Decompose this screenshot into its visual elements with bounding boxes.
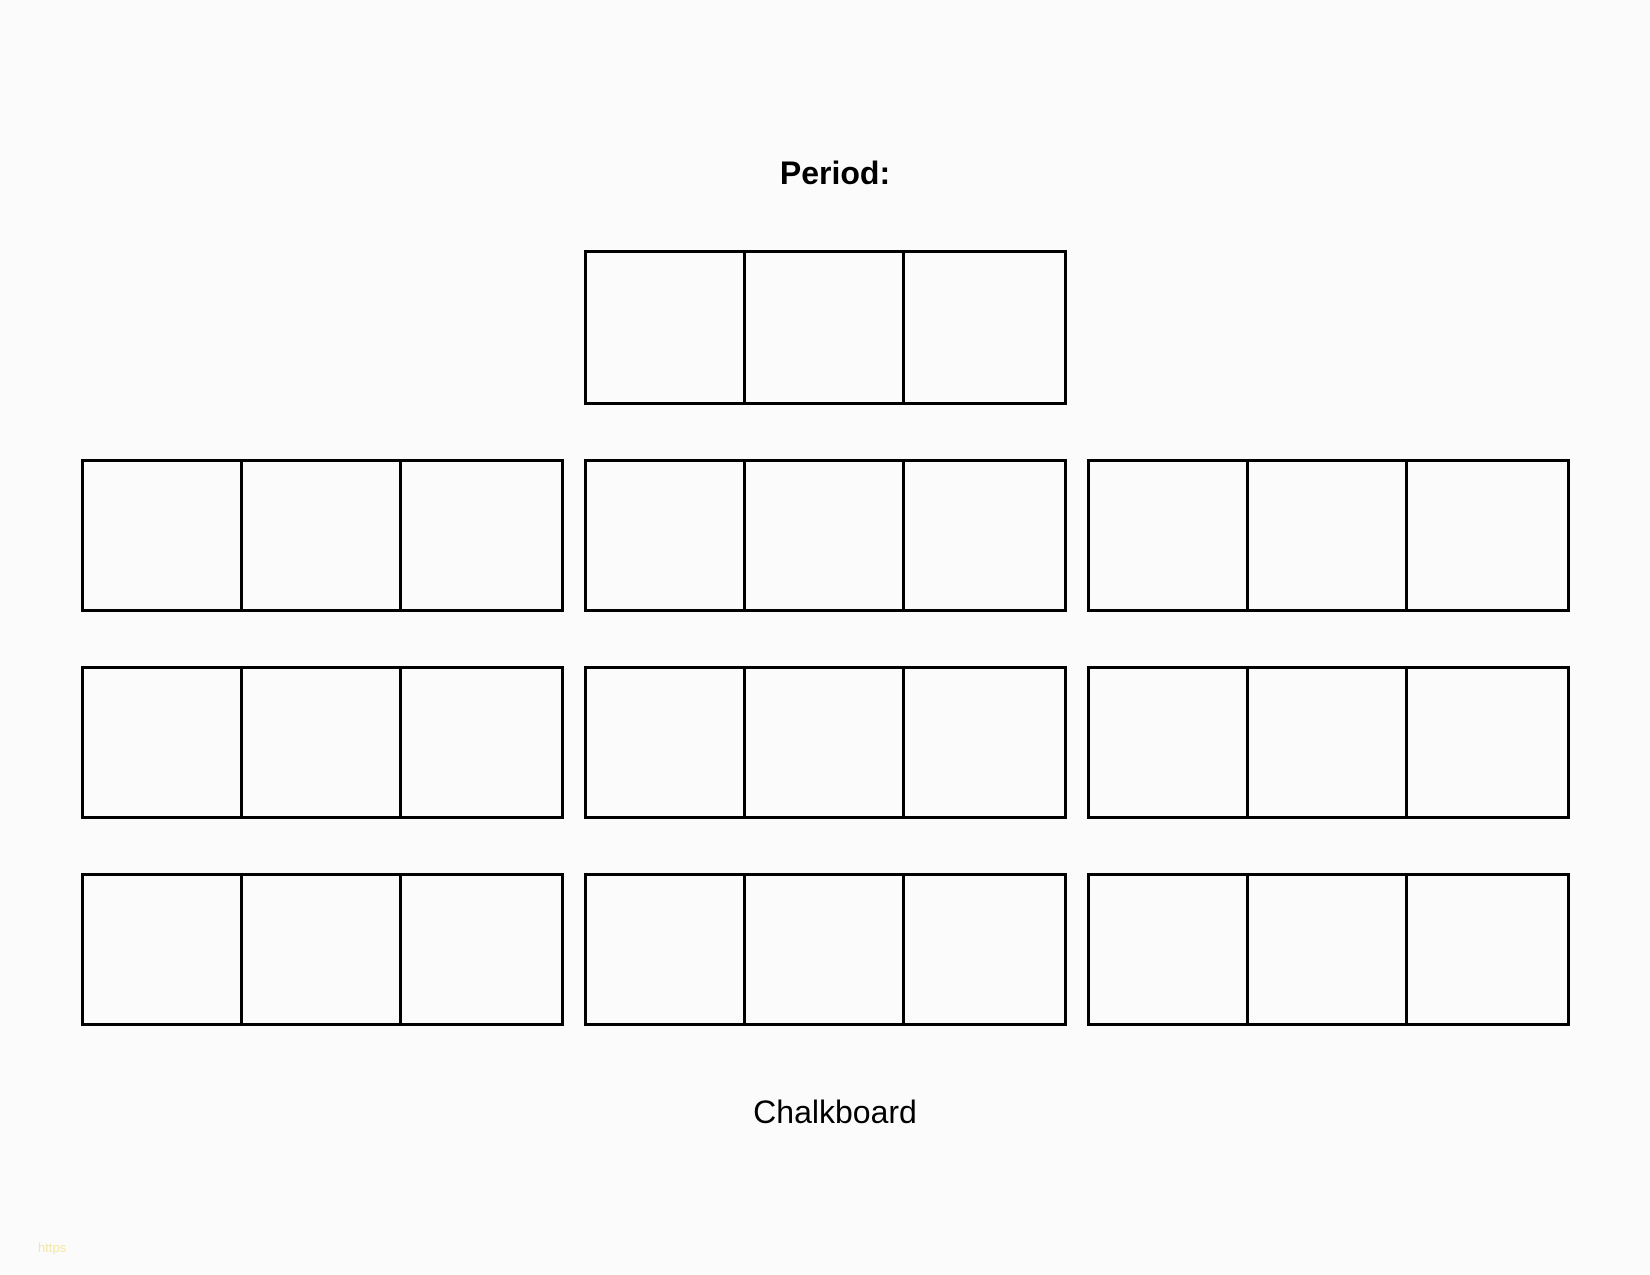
seat bbox=[243, 669, 402, 816]
desk-group bbox=[81, 666, 564, 819]
seat bbox=[1249, 669, 1408, 816]
seat bbox=[84, 462, 243, 609]
desk-group bbox=[1087, 666, 1570, 819]
seat bbox=[587, 462, 746, 609]
seat bbox=[1090, 669, 1249, 816]
seat bbox=[905, 253, 1064, 402]
desk-group bbox=[584, 873, 1067, 1026]
seat bbox=[746, 876, 905, 1023]
seat bbox=[746, 669, 905, 816]
seating-row bbox=[81, 873, 1570, 1026]
seat bbox=[243, 876, 402, 1023]
desk-group bbox=[1087, 873, 1570, 1026]
top-row bbox=[584, 250, 1067, 405]
seat bbox=[1090, 462, 1249, 609]
seat bbox=[1408, 876, 1567, 1023]
watermark-text: https bbox=[38, 1240, 66, 1255]
seat bbox=[1408, 669, 1567, 816]
seat bbox=[587, 876, 746, 1023]
seat bbox=[905, 876, 1064, 1023]
chalkboard-label: Chalkboard bbox=[733, 1094, 917, 1131]
seat bbox=[1090, 876, 1249, 1023]
seat bbox=[1249, 462, 1408, 609]
seat bbox=[402, 876, 561, 1023]
seat bbox=[1249, 876, 1408, 1023]
period-label: Period: bbox=[760, 155, 890, 192]
desk-group bbox=[584, 666, 1067, 819]
seat bbox=[905, 669, 1064, 816]
seat bbox=[746, 462, 905, 609]
seat bbox=[243, 462, 402, 609]
seat bbox=[84, 876, 243, 1023]
seating-chart-page: Period: bbox=[0, 0, 1650, 1275]
seat bbox=[1408, 462, 1567, 609]
desk-group bbox=[81, 459, 564, 612]
seating-row bbox=[81, 459, 1570, 612]
main-rows bbox=[81, 459, 1570, 1026]
desk-group bbox=[584, 459, 1067, 612]
seat bbox=[746, 253, 905, 402]
seat bbox=[587, 253, 746, 402]
seat bbox=[402, 669, 561, 816]
seat bbox=[84, 669, 243, 816]
seat bbox=[402, 462, 561, 609]
desk-group bbox=[1087, 459, 1570, 612]
desk-group bbox=[584, 250, 1067, 405]
seating-row bbox=[81, 666, 1570, 819]
seat bbox=[905, 462, 1064, 609]
desk-group bbox=[81, 873, 564, 1026]
seat bbox=[587, 669, 746, 816]
